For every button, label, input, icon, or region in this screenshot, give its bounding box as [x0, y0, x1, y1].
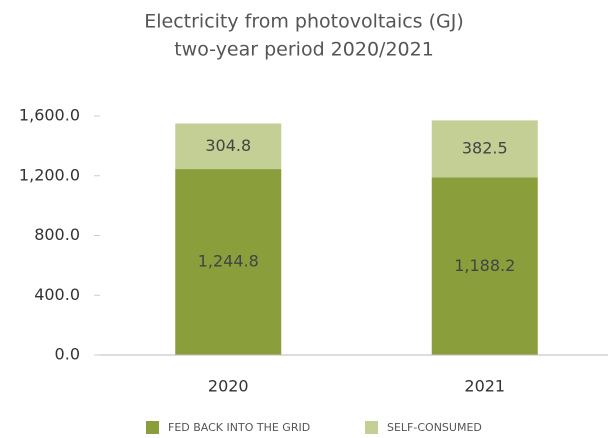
data-label: 1,244.8: [198, 252, 259, 271]
legend-swatch: [365, 421, 378, 434]
bar-segment: [431, 177, 538, 355]
x-tick-label: 2020: [208, 377, 249, 396]
y-tick-label: 400.0: [34, 285, 80, 304]
data-label: 382.5: [462, 138, 508, 157]
legend-label: SELF-CONSUMED: [387, 421, 482, 434]
x-tick-label: 2021: [464, 377, 505, 396]
y-tick-label: 800.0: [34, 225, 80, 244]
y-tick-label: 1,200.0: [19, 165, 80, 184]
data-label: 1,188.2: [454, 256, 515, 275]
data-label: 304.8: [205, 136, 251, 155]
chart-subtitle: two-year period 2020/2021: [174, 39, 434, 61]
y-tick-label: 0.0: [55, 345, 80, 364]
bar-segment: [175, 169, 282, 355]
y-tick-label: 1,600.0: [19, 106, 80, 125]
bar-segment: [175, 123, 282, 170]
legend-label: FED BACK INTO THE GRID: [168, 421, 310, 434]
legend-swatch: [146, 421, 159, 434]
chart-title: Electricity from photovoltaics (GJ): [144, 11, 464, 33]
bar-segment: [431, 120, 538, 178]
